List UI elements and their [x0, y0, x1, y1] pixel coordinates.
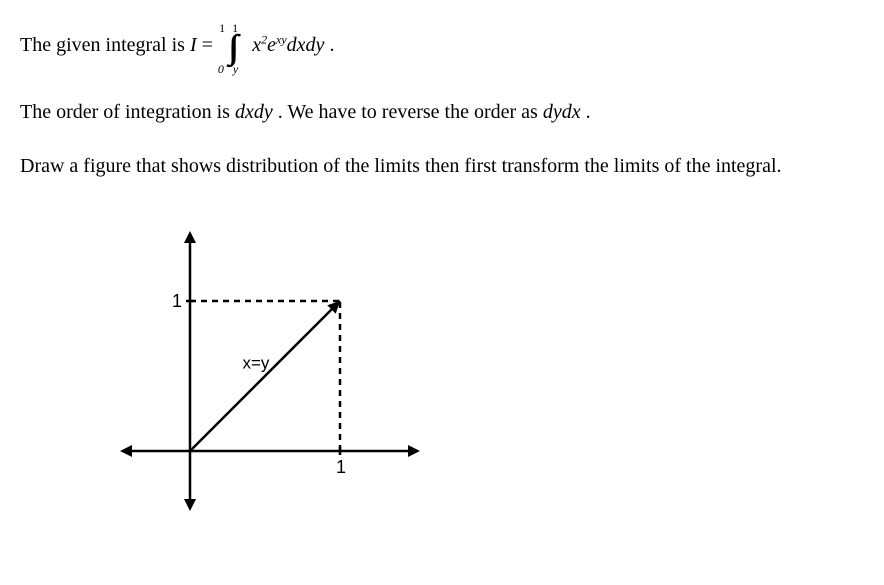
order-dxdy: dxdy: [235, 101, 273, 123]
text-e: .: [581, 101, 591, 123]
figure-container: 1 1 x=y: [110, 221, 864, 527]
var-e: e: [267, 34, 276, 56]
period: .: [329, 34, 334, 56]
paragraph-3: Draw a figure that shows distribution of…: [20, 151, 864, 181]
integral-lower-limits: 0 y: [218, 63, 241, 75]
order-dydx: dydx: [543, 101, 581, 123]
integral-sign-stack: 1 1 ∫∫ 0 y: [218, 22, 241, 75]
paragraph-2: The order of integration is dxdy . We ha…: [20, 97, 864, 127]
differentials: dxdy: [287, 34, 325, 56]
paragraph-1: The given integral is I = 1 1 ∫∫ 0 y x2e…: [20, 20, 864, 73]
var-x: x: [252, 34, 261, 56]
svg-text:1: 1: [172, 291, 182, 311]
integral-expression: 1 1 ∫∫ 0 y x2exydxdy .: [218, 20, 335, 73]
text-a: The order of integration is: [20, 101, 235, 123]
integrand: x2exydxdy: [252, 34, 329, 56]
svg-text:1: 1: [336, 457, 346, 477]
e-exponent: xy: [276, 32, 287, 46]
text-prefix: The given integral is: [20, 34, 190, 56]
var-I: I: [190, 34, 197, 56]
limits-figure: 1 1 x=y: [110, 221, 430, 521]
equals: =: [197, 34, 218, 56]
text-c: . We have to reverse the order as: [273, 101, 543, 123]
integral-symbols: ∫∫: [228, 34, 231, 63]
svg-text:x=y: x=y: [243, 353, 270, 372]
